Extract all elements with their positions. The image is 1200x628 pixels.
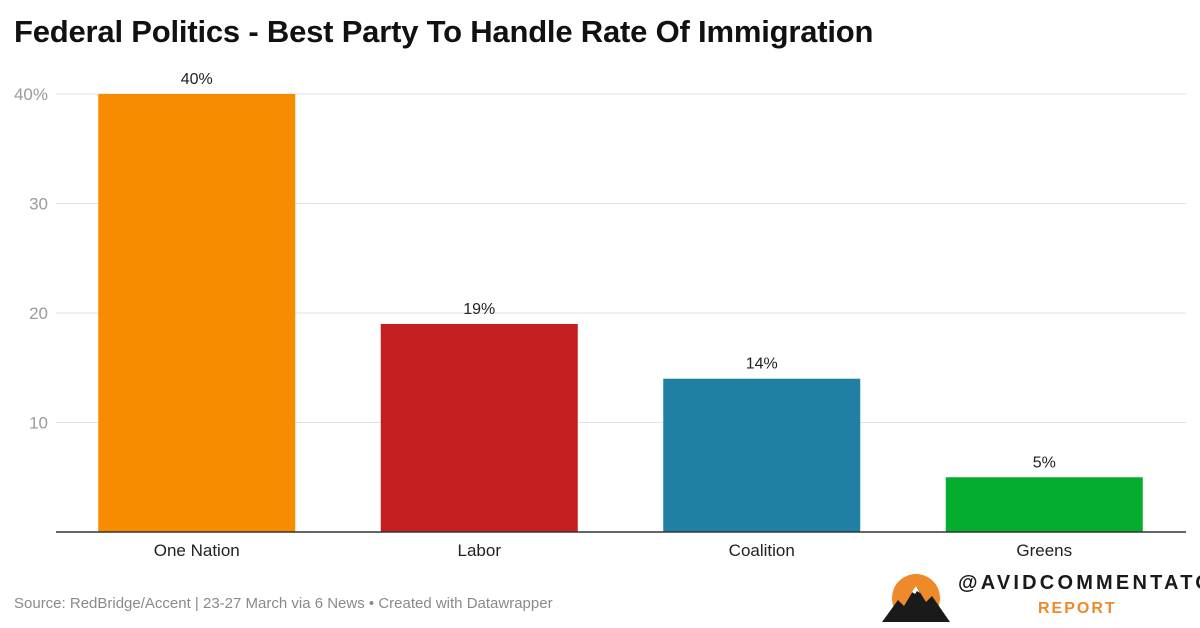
category-label: Labor: [458, 541, 502, 560]
source-note: Source: RedBridge/Accent | 23-27 March v…: [14, 595, 553, 612]
bar: [98, 94, 296, 532]
y-tick-label: 30: [29, 195, 48, 214]
y-tick-label: 40%: [14, 85, 48, 104]
category-label: Coalition: [729, 541, 795, 560]
bars: 40% One Nation 19% Labor 14% Coalition 5% Green…: [98, 71, 1143, 560]
value-label: 14%: [746, 356, 778, 373]
bar: [663, 378, 861, 532]
bar: [945, 477, 1143, 532]
logo-report: REPORT: [1038, 600, 1117, 617]
category-label: One Nation: [154, 541, 240, 560]
value-label: 40%: [181, 71, 213, 88]
y-tick-label: 10: [29, 414, 48, 433]
value-label: 5%: [1033, 454, 1056, 471]
snow-shape: [912, 586, 920, 594]
value-label: 19%: [463, 301, 495, 318]
chart-title: Federal Politics - Best Party To Handle …: [14, 14, 874, 49]
category-label: Greens: [1016, 541, 1072, 560]
mountain-sun-icon: [882, 574, 950, 622]
brand-logo: @AVIDCOMMENTATOR REPORT: [880, 570, 1200, 624]
bar-chart: 10 20 30 40% 40% One Nation 19% Labor 14% Coalit…: [14, 71, 1186, 560]
bar: [380, 323, 578, 532]
mountain-shape: [882, 586, 950, 622]
logo-handle: @AVIDCOMMENTATOR: [958, 572, 1200, 594]
y-tick-label: 20: [29, 304, 48, 323]
